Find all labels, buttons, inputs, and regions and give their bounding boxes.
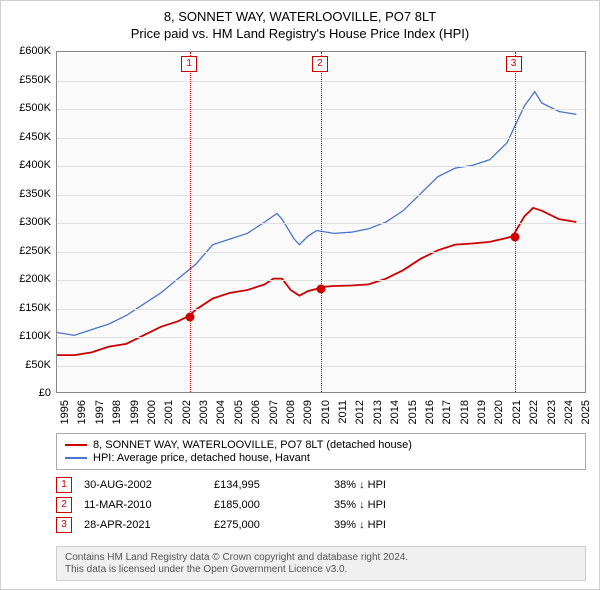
x-tick-label: 1996 xyxy=(76,400,88,424)
x-tick-label: 2023 xyxy=(546,400,558,424)
x-tick-label: 2010 xyxy=(320,400,332,424)
event-number-box: 1 xyxy=(56,477,72,493)
y-tick-label: £100K xyxy=(19,330,51,342)
x-tick-label: 2005 xyxy=(233,400,245,424)
event-marker-box: 3 xyxy=(506,56,522,72)
legend-label: HPI: Average price, detached house, Hava… xyxy=(93,452,310,464)
price-chart-container: { "header": { "title": "8, SONNET WAY, W… xyxy=(0,0,600,590)
event-date: 11-MAR-2010 xyxy=(84,499,214,511)
footer-line-1: Contains HM Land Registry data © Crown c… xyxy=(65,552,577,563)
attribution-footer: Contains HM Land Registry data © Crown c… xyxy=(56,546,586,581)
x-tick-label: 2025 xyxy=(580,400,592,424)
chart-title: 8, SONNET WAY, WATERLOOVILLE, PO7 8LT xyxy=(1,9,599,24)
event-vline xyxy=(321,52,322,392)
event-delta: 39% ↓ HPI xyxy=(334,519,386,531)
event-delta: 38% ↓ HPI xyxy=(334,479,386,491)
event-price: £134,995 xyxy=(214,479,334,491)
y-tick-label: £450K xyxy=(19,131,51,143)
legend-label: 8, SONNET WAY, WATERLOOVILLE, PO7 8LT (d… xyxy=(93,439,412,451)
event-marker-box: 2 xyxy=(312,56,328,72)
legend-swatch xyxy=(65,457,87,459)
x-tick-label: 1999 xyxy=(129,400,141,424)
x-tick-label: 2000 xyxy=(146,400,158,424)
legend: 8, SONNET WAY, WATERLOOVILLE, PO7 8LT (d… xyxy=(56,433,586,470)
legend-row: HPI: Average price, detached house, Hava… xyxy=(65,452,577,464)
x-tick-label: 2006 xyxy=(250,400,262,424)
x-tick-label: 2017 xyxy=(441,400,453,424)
footer-line-2: This data is licensed under the Open Gov… xyxy=(65,564,577,575)
x-tick-label: 2008 xyxy=(285,400,297,424)
event-row: 3 28-APR-2021£275,00039% ↓ HPI xyxy=(56,517,586,533)
y-tick-label: £250K xyxy=(19,245,51,257)
x-axis-labels: 1995 1996 1997 1998 1999 2000 2001 2002 2003 2004… xyxy=(56,396,586,426)
event-price: £275,000 xyxy=(214,519,334,531)
x-tick-label: 2020 xyxy=(493,400,505,424)
event-marker-box: 1 xyxy=(181,56,197,72)
event-number-box: 3 xyxy=(56,517,72,533)
event-number-box: 2 xyxy=(56,497,72,513)
series-line-hpi xyxy=(57,92,576,336)
x-tick-label: 2002 xyxy=(181,400,193,424)
x-tick-label: 2018 xyxy=(459,400,471,424)
x-tick-label: 2007 xyxy=(268,400,280,424)
x-tick-label: 2024 xyxy=(563,400,575,424)
x-tick-label: 2014 xyxy=(389,400,401,424)
y-tick-label: £350K xyxy=(19,188,51,200)
y-tick-label: £300K xyxy=(19,216,51,228)
x-tick-label: 2001 xyxy=(163,400,175,424)
y-tick-label: £50K xyxy=(25,359,51,371)
x-tick-label: 1997 xyxy=(94,400,106,424)
event-date: 28-APR-2021 xyxy=(84,519,214,531)
x-tick-label: 1995 xyxy=(59,400,71,424)
chart-subtitle: Price paid vs. HM Land Registry's House … xyxy=(1,26,599,41)
legend-swatch xyxy=(65,444,87,446)
event-row: 2 11-MAR-2010£185,00035% ↓ HPI xyxy=(56,497,586,513)
event-delta: 35% ↓ HPI xyxy=(334,499,386,511)
x-tick-label: 2003 xyxy=(198,400,210,424)
event-vline xyxy=(515,52,516,392)
x-tick-label: 2021 xyxy=(511,400,523,424)
x-tick-label: 2016 xyxy=(424,400,436,424)
x-tick-label: 2019 xyxy=(476,400,488,424)
legend-row: 8, SONNET WAY, WATERLOOVILLE, PO7 8LT (d… xyxy=(65,439,577,451)
events-table: 1 30-AUG-2002£134,99538% ↓ HPI 2 11-MAR-201… xyxy=(56,473,586,537)
y-tick-label: £500K xyxy=(19,102,51,114)
event-price: £185,000 xyxy=(214,499,334,511)
event-row: 1 30-AUG-2002£134,99538% ↓ HPI xyxy=(56,477,586,493)
y-tick-label: £400K xyxy=(19,159,51,171)
x-tick-label: 2022 xyxy=(528,400,540,424)
y-tick-label: £0 xyxy=(39,387,51,399)
x-tick-label: 2009 xyxy=(302,400,314,424)
event-dot xyxy=(186,313,195,322)
x-tick-label: 1998 xyxy=(111,400,123,424)
y-tick-label: £200K xyxy=(19,273,51,285)
x-tick-label: 2013 xyxy=(372,400,384,424)
x-tick-label: 2011 xyxy=(337,400,349,424)
y-tick-label: £600K xyxy=(19,45,51,57)
event-dot xyxy=(510,233,519,242)
plot-area xyxy=(56,51,586,393)
x-tick-label: 2004 xyxy=(215,400,227,424)
event-vline xyxy=(190,52,191,392)
y-tick-label: £550K xyxy=(19,74,51,86)
y-tick-label: £150K xyxy=(19,302,51,314)
event-dot xyxy=(316,284,325,293)
x-tick-label: 2012 xyxy=(354,400,366,424)
x-tick-label: 2015 xyxy=(407,400,419,424)
event-date: 30-AUG-2002 xyxy=(84,479,214,491)
